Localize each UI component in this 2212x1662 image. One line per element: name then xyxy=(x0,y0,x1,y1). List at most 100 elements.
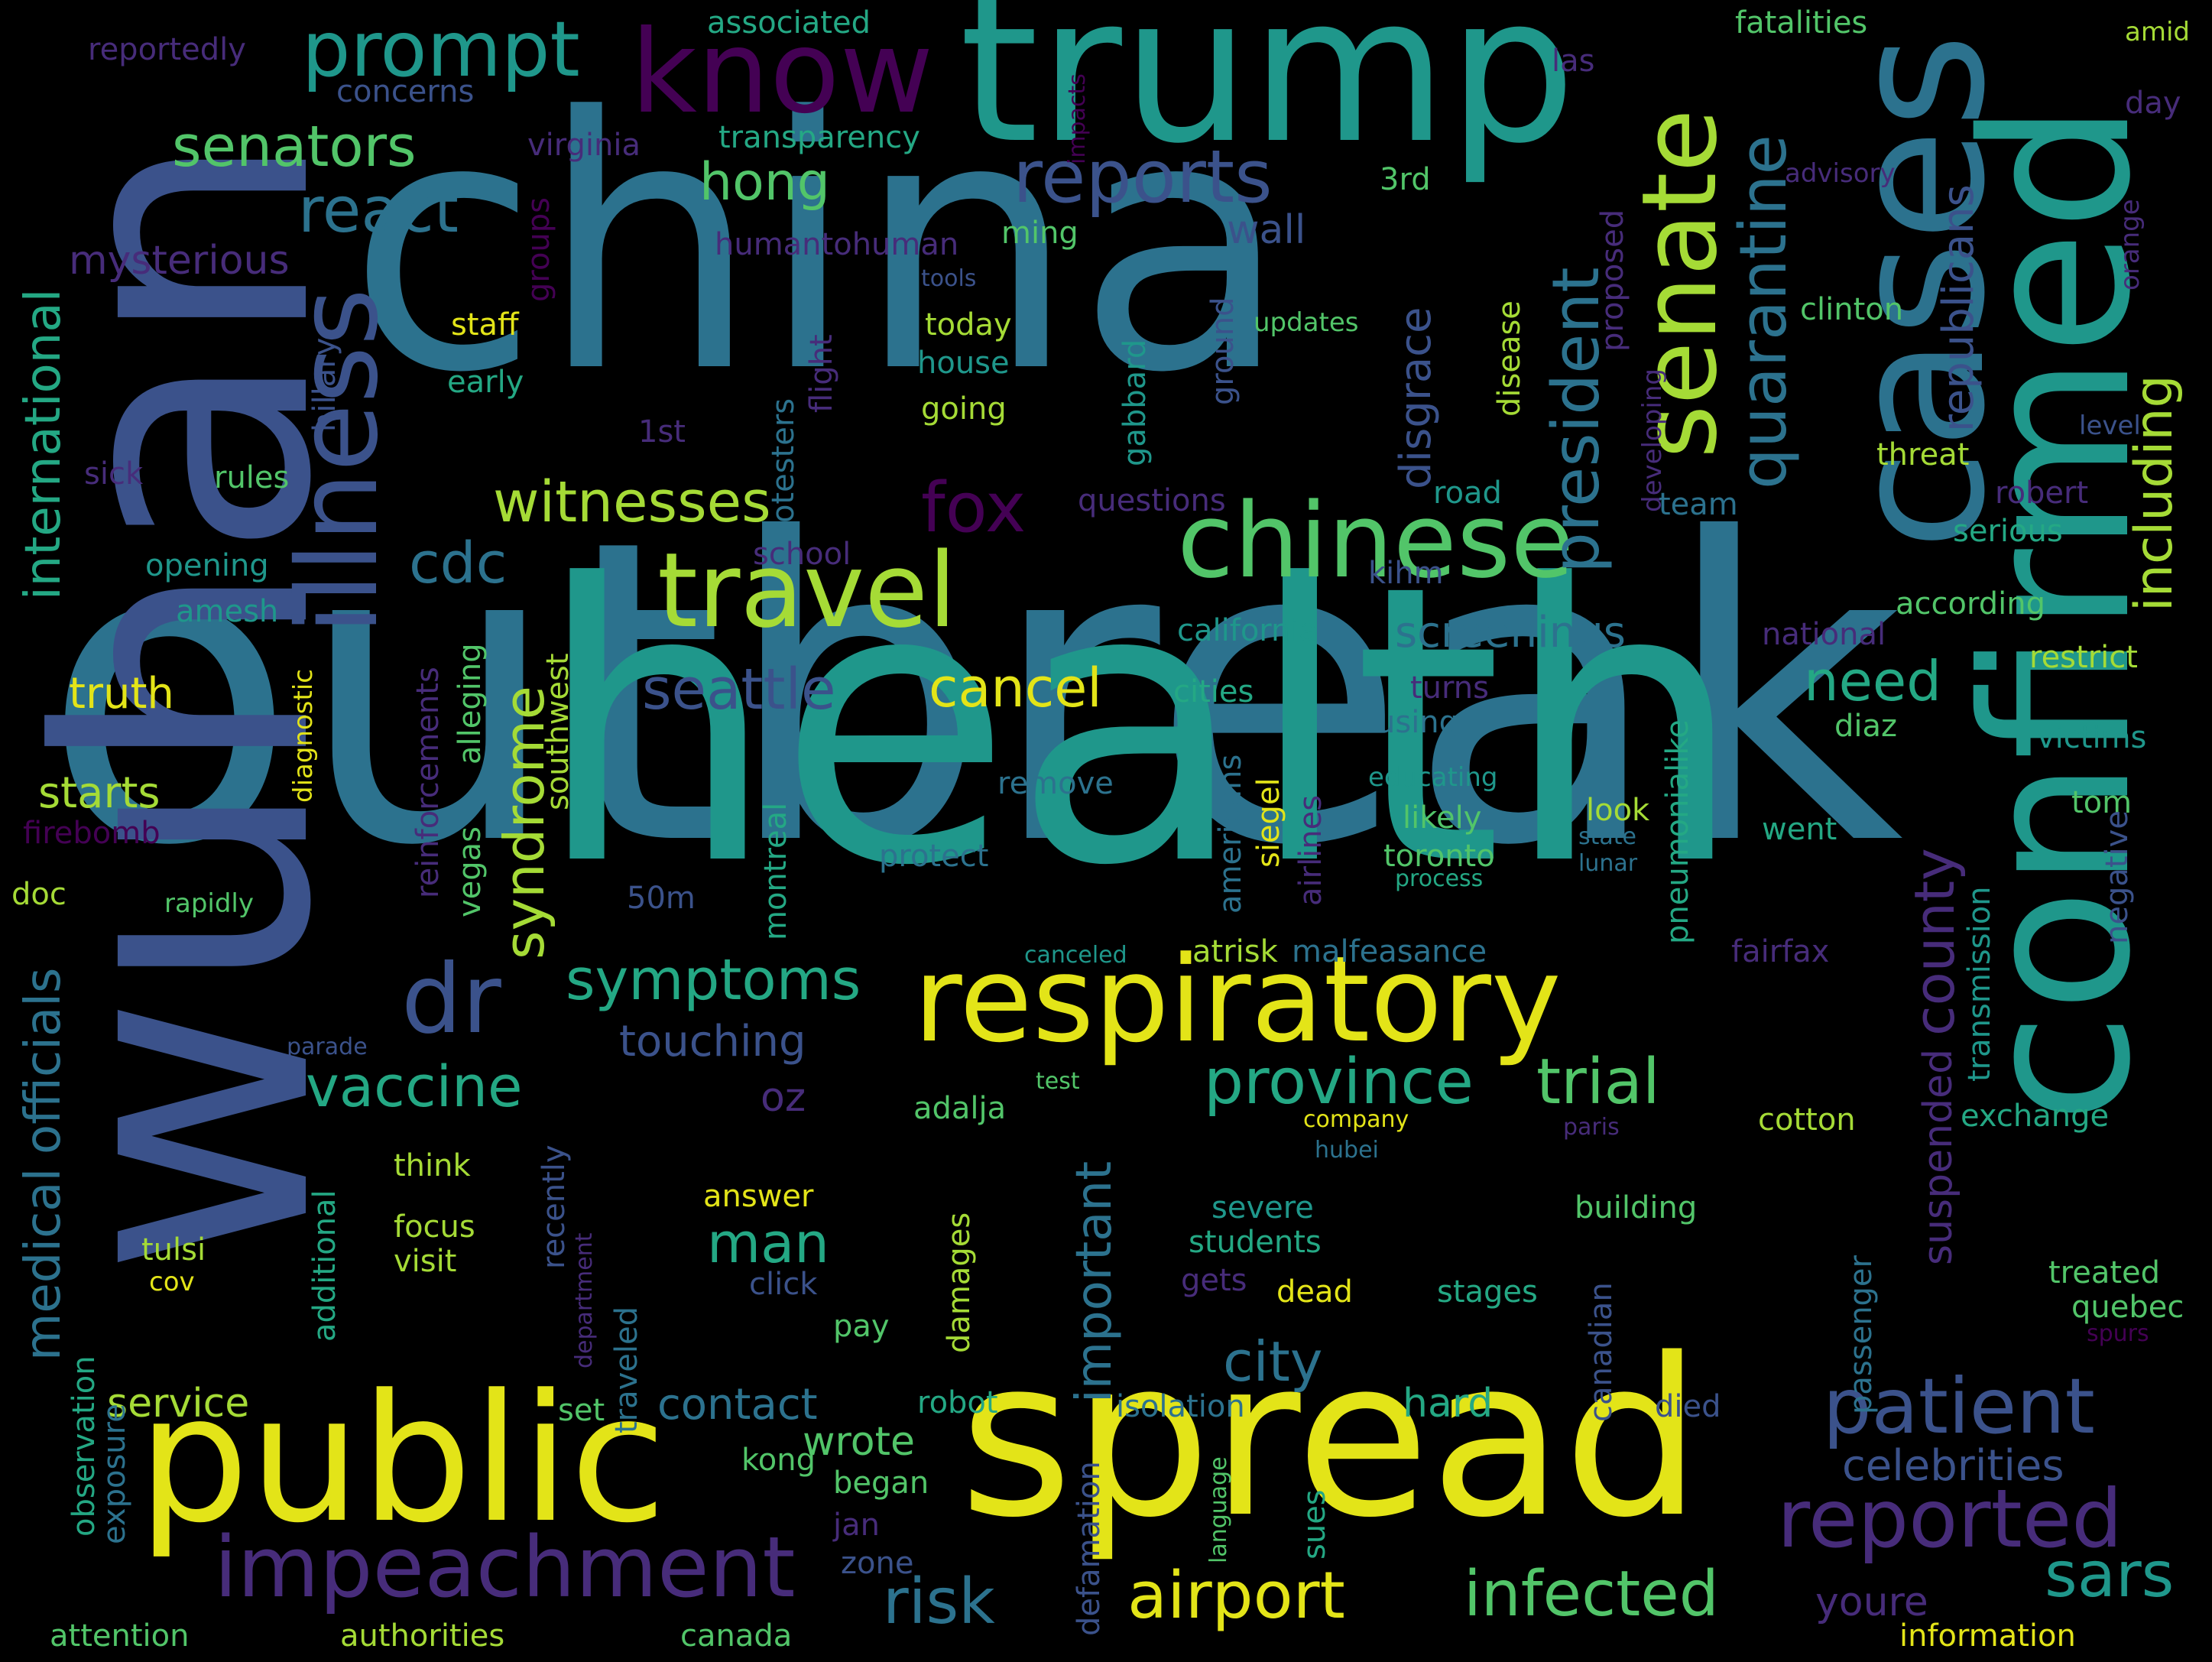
word-las: las xyxy=(1552,44,1595,79)
word-according: according xyxy=(1896,586,2045,622)
word-wall: wall xyxy=(1227,207,1306,253)
word-tulsi: tulsi xyxy=(141,1232,206,1268)
word-sues: sues xyxy=(1297,1489,1332,1560)
word-fox: fox xyxy=(921,468,1027,548)
word-victims: victims xyxy=(2037,720,2147,755)
word-ground: ground xyxy=(1205,297,1241,405)
word-team: team xyxy=(1659,487,1738,522)
word-outbreak: outbreak xyxy=(42,451,1904,936)
word-alleging: alleging xyxy=(452,643,488,764)
word-road: road xyxy=(1433,476,1502,511)
word-information: information xyxy=(1899,1618,2076,1654)
word-zone: zone xyxy=(841,1546,914,1581)
word-reported: reported xyxy=(1777,1472,2123,1566)
word-dead: dead xyxy=(1276,1274,1353,1310)
word-toronto: toronto xyxy=(1383,839,1495,874)
word-protect: protect xyxy=(879,839,989,874)
word-screenings: screenings xyxy=(1395,608,1626,657)
word-school: school xyxy=(753,537,851,572)
word-language: language xyxy=(1205,1456,1232,1563)
word-department: department xyxy=(571,1232,598,1368)
word-using: using xyxy=(1376,705,1459,740)
word-stages: stages xyxy=(1437,1274,1538,1310)
word-level: level xyxy=(2079,411,2141,441)
word-restrict: restrict xyxy=(2029,640,2138,675)
word-isolation: isolation xyxy=(1116,1389,1245,1424)
word-contact: contact xyxy=(657,1380,818,1430)
word-state: state xyxy=(1578,823,1636,850)
word-canadian: canadian xyxy=(1584,1282,1619,1422)
word-defamation: defamation xyxy=(1072,1461,1107,1636)
word-reinforcements: reinforcements xyxy=(410,667,446,898)
word-prompt: prompt xyxy=(302,5,580,94)
word-quebec: quebec xyxy=(2071,1290,2184,1325)
word-house: house xyxy=(917,346,1010,381)
word-montreal: montreal xyxy=(758,802,793,940)
word-kihm: kihm xyxy=(1368,556,1444,591)
word-began: began xyxy=(833,1466,929,1501)
word-vegas: vegas xyxy=(452,826,488,917)
word-proposed: proposed xyxy=(1595,209,1630,352)
word-students: students xyxy=(1189,1225,1322,1260)
word-went: went xyxy=(1762,812,1837,847)
word-california: california xyxy=(1177,613,1318,648)
word-city: city xyxy=(1223,1329,1323,1394)
word-kong: kong xyxy=(741,1443,816,1478)
word-important: important xyxy=(1066,1160,1123,1403)
word-diagnostic: diagnostic xyxy=(288,669,319,803)
word-clinton: clinton xyxy=(1800,292,1904,327)
word-symptoms: symptoms xyxy=(566,947,861,1013)
word-remove: remove xyxy=(997,766,1114,801)
word-jan: jan xyxy=(833,1508,880,1543)
word-building: building xyxy=(1575,1190,1698,1225)
word-rules: rules xyxy=(214,460,290,495)
word-reports: reports xyxy=(1013,135,1273,219)
word-early: early xyxy=(447,365,524,400)
word-robot: robot xyxy=(917,1385,998,1420)
word-transparency: transparency xyxy=(718,120,920,155)
word-hubei: hubei xyxy=(1315,1137,1379,1164)
word-severe: severe xyxy=(1211,1190,1314,1225)
word-diaz: diaz xyxy=(1834,709,1898,744)
word-react: react xyxy=(298,174,459,247)
word-disgrace: disgrace xyxy=(1391,307,1441,489)
word-public: public xyxy=(138,1358,667,1562)
word-authorities: authorities xyxy=(340,1618,505,1654)
word-china: china xyxy=(348,44,1290,449)
word-know: know xyxy=(631,6,934,139)
word-hillary: hillary xyxy=(307,337,342,432)
word-1st: 1st xyxy=(638,414,686,450)
word-damages: damages xyxy=(942,1212,977,1353)
word-gabbard: gabbard xyxy=(1117,339,1153,466)
word-traveled: traveled xyxy=(609,1306,644,1433)
word-transmission: transmission xyxy=(1962,886,1997,1082)
word-set: set xyxy=(558,1393,605,1428)
word-3rd: 3rd xyxy=(1380,162,1431,197)
word-airlines: airlines xyxy=(1293,794,1328,906)
word-answer: answer xyxy=(703,1179,814,1214)
word-spurs: spurs xyxy=(2087,1320,2149,1347)
word-fatalities: fatalities xyxy=(1735,5,1868,41)
word-paris: paris xyxy=(1563,1114,1620,1141)
word-national: national xyxy=(1762,617,1886,652)
word-siegel: siegel xyxy=(1251,777,1286,868)
word-mysterious: mysterious xyxy=(69,238,290,284)
word-look: look xyxy=(1586,793,1650,828)
word-advisory: advisory xyxy=(1785,158,1896,189)
word-parade: parade xyxy=(287,1034,368,1060)
word-going: going xyxy=(921,391,1007,427)
word-negative: negative xyxy=(2100,810,2135,944)
word-oz: oz xyxy=(761,1075,806,1121)
word-50m: 50m xyxy=(627,881,696,916)
word-service: service xyxy=(107,1381,250,1427)
word-canada: canada xyxy=(680,1618,793,1654)
word-exchange: exchange xyxy=(1961,1099,2110,1134)
word-senators: senators xyxy=(172,114,417,180)
word-suspended: suspended xyxy=(1915,1048,1961,1265)
word-concerns: concerns xyxy=(336,74,475,109)
word-associated: associated xyxy=(707,5,871,41)
word-additional: additional xyxy=(307,1190,342,1342)
word-serious: serious xyxy=(1953,514,2063,549)
word-truth: truth xyxy=(69,669,174,719)
